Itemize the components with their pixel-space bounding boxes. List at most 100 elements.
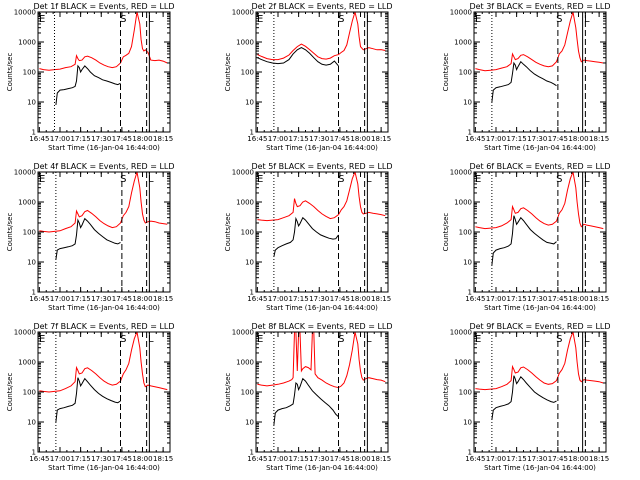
y-tick-label: 100 (23, 69, 36, 77)
y-tick-label: 1000 (236, 39, 254, 47)
series-line-events (491, 375, 557, 420)
x-tick-label: 18:00 (568, 295, 588, 303)
x-axis-label: Start Time (16-Jan-04 16:44:00) (484, 144, 596, 152)
x-tick-label: 16:45 (465, 295, 485, 303)
x-tick-label: 18:15 (371, 295, 391, 303)
segment-marker-e: E (257, 334, 263, 345)
panel-det-5: Det 5f BLACK = Events, RED = LLD 1 10 100 10… (224, 162, 393, 312)
x-tick-label: 16:45 (29, 295, 49, 303)
plot-frame (473, 171, 607, 293)
x-tick-label: 18:00 (350, 135, 370, 143)
x-tick-label: 17:00 (268, 295, 288, 303)
plot-frame (255, 11, 389, 133)
segment-marker-l: L (366, 14, 372, 25)
x-tick-label: 17:45 (112, 135, 132, 143)
x-tick-label: 18:00 (132, 135, 152, 143)
segment-marker-l: L (584, 174, 590, 185)
x-axis-label: Start Time (16-Jan-04 16:44:00) (266, 144, 378, 152)
x-tick-label: 17:30 (91, 455, 111, 463)
x-tick-label: 17:00 (268, 455, 288, 463)
series-line-lld (257, 332, 386, 389)
y-tick-label: 1 (250, 129, 254, 137)
segment-marker-l: L (584, 14, 590, 25)
y-tick-label: 100 (23, 389, 36, 397)
x-tick-label: 17:15 (507, 135, 527, 143)
x-tick-label: 18:00 (132, 455, 152, 463)
x-axis-label: Start Time (16-Jan-04 16:44:00) (266, 304, 378, 312)
y-tick-label: 10 (463, 99, 472, 107)
segment-marker-e: E (475, 174, 481, 185)
panel-title: Det 1f BLACK = Events, RED = LLD (33, 2, 174, 11)
segment-marker-l: L (366, 334, 372, 345)
y-tick-label: 1000 (454, 359, 472, 367)
plot-frame (473, 11, 607, 133)
y-tick-label: 1000 (18, 359, 36, 367)
y-tick-label: 10 (27, 99, 36, 107)
plot-frame (37, 11, 171, 133)
y-tick-label: 100 (459, 389, 472, 397)
x-tick-label: 17:00 (50, 455, 70, 463)
x-tick-label: 17:00 (486, 295, 506, 303)
x-tick-label: 17:00 (50, 295, 70, 303)
y-axis-label: Counts/sec (224, 53, 232, 92)
y-tick-label: 10 (27, 419, 36, 427)
panel-title: Det 6f BLACK = Events, RED = LLD (469, 162, 610, 171)
x-tick-label: 17:45 (112, 295, 132, 303)
y-axis-label: Counts/sec (6, 53, 14, 92)
y-tick-label: 1 (468, 449, 472, 457)
x-tick-label: 17:45 (112, 455, 132, 463)
series-line-events (55, 217, 121, 260)
y-tick-label: 100 (241, 229, 254, 237)
y-axis-label: Counts/sec (6, 373, 14, 412)
series-line-events (491, 60, 557, 103)
panel-title: Det 8f BLACK = Events, RED = LLD (251, 322, 392, 331)
y-tick-label: 1 (32, 289, 36, 297)
series-line-events (55, 377, 121, 423)
x-tick-label: 18:00 (132, 295, 152, 303)
x-tick-label: 18:15 (589, 455, 609, 463)
y-tick-label: 1000 (18, 39, 36, 47)
x-tick-label: 17:30 (527, 455, 547, 463)
segment-marker-s: S (120, 174, 126, 185)
x-tick-label: 18:15 (153, 295, 173, 303)
y-tick-label: 1 (250, 449, 254, 457)
y-tick-label: 10000 (450, 169, 472, 177)
x-tick-label: 17:15 (507, 455, 527, 463)
x-tick-label: 17:15 (507, 295, 527, 303)
x-tick-label: 17:30 (91, 135, 111, 143)
y-tick-label: 10 (463, 259, 472, 267)
y-axis-label: Counts/sec (442, 213, 450, 252)
x-axis-label: Start Time (16-Jan-04 16:44:00) (266, 464, 378, 472)
y-axis-label: Counts/sec (442, 53, 450, 92)
y-axis-label: Counts/sec (442, 373, 450, 412)
segment-marker-s: S (120, 334, 126, 345)
panel-det-1: Det 1f BLACK = Events, RED = LLD 1 10 100 10… (6, 2, 175, 152)
x-tick-label: 17:00 (50, 135, 70, 143)
x-tick-label: 17:15 (289, 455, 309, 463)
x-tick-label: 16:45 (29, 455, 49, 463)
y-tick-label: 100 (241, 69, 254, 77)
segment-marker-l: L (584, 334, 590, 345)
x-tick-label: 17:45 (330, 135, 350, 143)
segment-marker-e: E (39, 14, 45, 25)
series-line-events (273, 377, 339, 425)
y-tick-label: 10000 (232, 169, 254, 177)
y-tick-label: 1000 (18, 199, 36, 207)
segment-marker-e: E (475, 14, 481, 25)
segment-marker-l: L (366, 174, 372, 185)
segment-marker-l: L (148, 174, 154, 185)
segment-marker-e: E (257, 14, 263, 25)
plot-frame (255, 171, 389, 293)
y-tick-label: 10 (245, 99, 254, 107)
segment-marker-l: L (148, 14, 154, 25)
y-tick-label: 1 (32, 129, 36, 137)
panel-det-2: Det 2f BLACK = Events, RED = LLD 1 10 100 10… (224, 2, 393, 152)
x-tick-label: 17:30 (309, 295, 329, 303)
y-tick-label: 10 (245, 419, 254, 427)
segment-marker-s: S (556, 334, 562, 345)
x-tick-label: 16:45 (247, 135, 267, 143)
segment-marker-e: E (39, 174, 45, 185)
x-tick-label: 18:15 (589, 295, 609, 303)
y-tick-label: 10 (245, 259, 254, 267)
